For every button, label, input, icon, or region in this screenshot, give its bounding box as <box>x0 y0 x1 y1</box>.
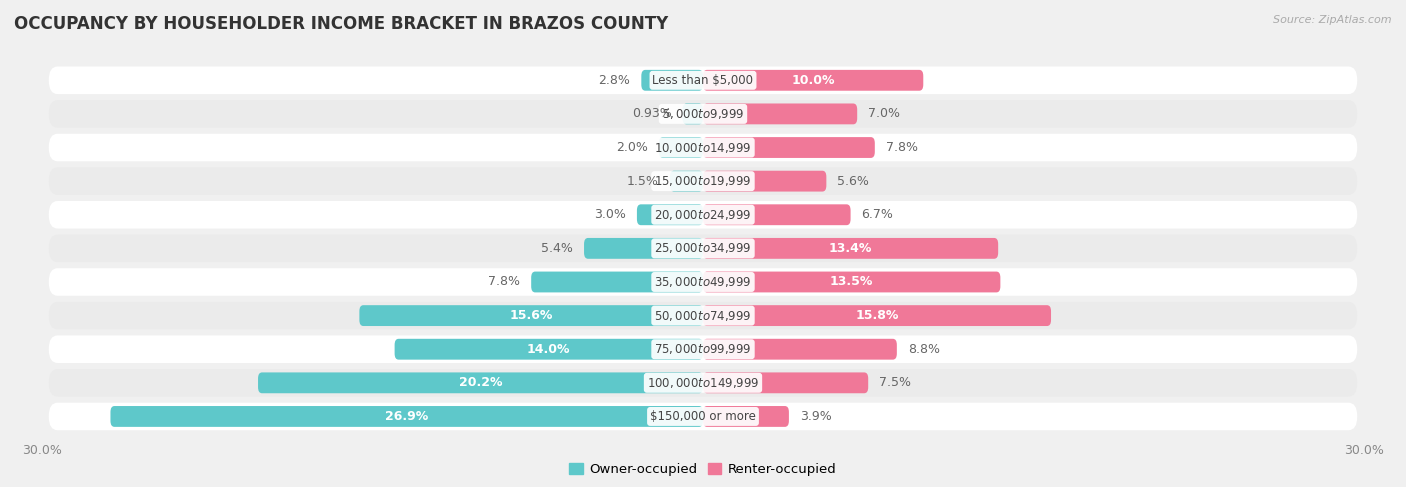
FancyBboxPatch shape <box>49 134 1357 161</box>
Text: $20,000 to $24,999: $20,000 to $24,999 <box>654 208 752 222</box>
FancyBboxPatch shape <box>703 272 1001 292</box>
FancyBboxPatch shape <box>641 70 703 91</box>
Text: $10,000 to $14,999: $10,000 to $14,999 <box>654 141 752 154</box>
Text: 0.93%: 0.93% <box>631 108 672 120</box>
FancyBboxPatch shape <box>49 235 1357 262</box>
FancyBboxPatch shape <box>583 238 703 259</box>
Text: 15.8%: 15.8% <box>855 309 898 322</box>
Text: Less than $5,000: Less than $5,000 <box>652 74 754 87</box>
Text: 1.5%: 1.5% <box>627 175 659 187</box>
FancyBboxPatch shape <box>49 67 1357 94</box>
FancyBboxPatch shape <box>49 100 1357 128</box>
FancyBboxPatch shape <box>703 406 789 427</box>
FancyBboxPatch shape <box>682 103 703 124</box>
Text: 3.0%: 3.0% <box>593 208 626 221</box>
Text: 7.8%: 7.8% <box>886 141 918 154</box>
Text: 8.8%: 8.8% <box>908 343 939 356</box>
Legend: Owner-occupied, Renter-occupied: Owner-occupied, Renter-occupied <box>564 457 842 481</box>
Text: 6.7%: 6.7% <box>862 208 893 221</box>
FancyBboxPatch shape <box>49 302 1357 329</box>
Text: 7.8%: 7.8% <box>488 276 520 288</box>
FancyBboxPatch shape <box>637 205 703 225</box>
Text: $5,000 to $9,999: $5,000 to $9,999 <box>662 107 744 121</box>
FancyBboxPatch shape <box>49 403 1357 430</box>
FancyBboxPatch shape <box>703 171 827 191</box>
FancyBboxPatch shape <box>669 171 703 191</box>
Text: $150,000 or more: $150,000 or more <box>650 410 756 423</box>
Text: $15,000 to $19,999: $15,000 to $19,999 <box>654 174 752 188</box>
Text: 5.6%: 5.6% <box>838 175 869 187</box>
FancyBboxPatch shape <box>49 201 1357 228</box>
Text: Source: ZipAtlas.com: Source: ZipAtlas.com <box>1274 15 1392 25</box>
Text: $100,000 to $149,999: $100,000 to $149,999 <box>647 376 759 390</box>
FancyBboxPatch shape <box>703 305 1052 326</box>
FancyBboxPatch shape <box>49 369 1357 396</box>
Text: $35,000 to $49,999: $35,000 to $49,999 <box>654 275 752 289</box>
Text: 14.0%: 14.0% <box>527 343 571 356</box>
Text: 13.4%: 13.4% <box>830 242 872 255</box>
Text: 2.8%: 2.8% <box>599 74 630 87</box>
Text: 3.9%: 3.9% <box>800 410 832 423</box>
FancyBboxPatch shape <box>703 137 875 158</box>
Text: 20.2%: 20.2% <box>458 376 502 389</box>
FancyBboxPatch shape <box>259 373 703 393</box>
FancyBboxPatch shape <box>49 168 1357 195</box>
FancyBboxPatch shape <box>659 137 703 158</box>
FancyBboxPatch shape <box>703 205 851 225</box>
FancyBboxPatch shape <box>395 339 703 359</box>
FancyBboxPatch shape <box>703 238 998 259</box>
Text: $75,000 to $99,999: $75,000 to $99,999 <box>654 342 752 356</box>
FancyBboxPatch shape <box>531 272 703 292</box>
FancyBboxPatch shape <box>49 268 1357 296</box>
FancyBboxPatch shape <box>111 406 703 427</box>
FancyBboxPatch shape <box>703 373 868 393</box>
Text: 15.6%: 15.6% <box>509 309 553 322</box>
FancyBboxPatch shape <box>703 70 924 91</box>
FancyBboxPatch shape <box>360 305 703 326</box>
Text: 2.0%: 2.0% <box>616 141 648 154</box>
Text: OCCUPANCY BY HOUSEHOLDER INCOME BRACKET IN BRAZOS COUNTY: OCCUPANCY BY HOUSEHOLDER INCOME BRACKET … <box>14 15 668 33</box>
Text: 7.0%: 7.0% <box>868 108 900 120</box>
FancyBboxPatch shape <box>703 103 858 124</box>
Text: 26.9%: 26.9% <box>385 410 429 423</box>
Text: $50,000 to $74,999: $50,000 to $74,999 <box>654 309 752 322</box>
FancyBboxPatch shape <box>703 339 897 359</box>
FancyBboxPatch shape <box>49 336 1357 363</box>
Text: 10.0%: 10.0% <box>792 74 835 87</box>
Text: $25,000 to $34,999: $25,000 to $34,999 <box>654 242 752 255</box>
Text: 5.4%: 5.4% <box>541 242 574 255</box>
Text: 7.5%: 7.5% <box>879 376 911 389</box>
Text: 13.5%: 13.5% <box>830 276 873 288</box>
